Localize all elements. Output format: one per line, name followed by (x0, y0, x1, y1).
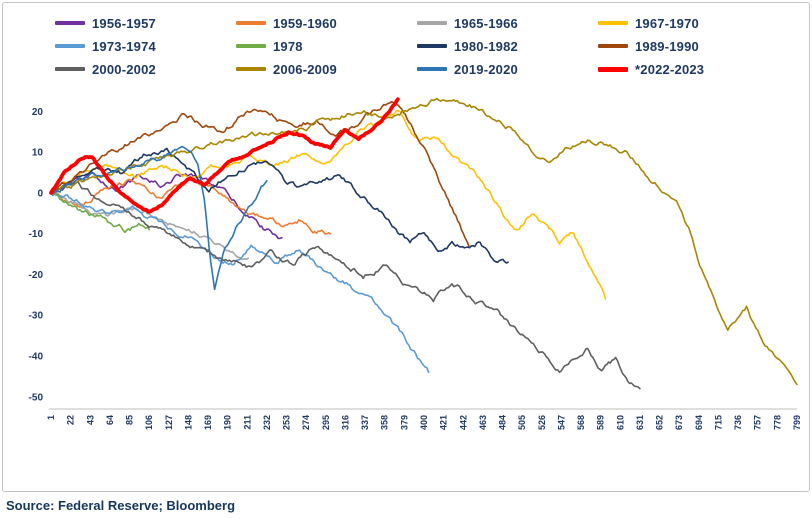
legend-label: 1989-1990 (635, 38, 699, 54)
y-axis-tick-label: 20 (32, 107, 44, 118)
x-axis-tick-label: 43 (85, 415, 95, 425)
x-axis-tick-label: 757 (753, 415, 763, 430)
x-axis-tick-label: 190 (223, 415, 233, 430)
legend-swatch-line (55, 44, 85, 48)
legend-swatch-line (598, 44, 628, 48)
x-axis-tick-label: 127 (164, 415, 174, 430)
x-axis-tick-label: 463 (478, 415, 488, 430)
legend-swatch-line (417, 44, 447, 48)
x-axis-tick-label: 169 (203, 415, 213, 430)
y-axis-tick-label: -20 (29, 270, 44, 281)
x-axis-tick-label: 442 (458, 415, 468, 430)
x-axis-tick-label: 778 (772, 415, 782, 430)
legend-item: 2019-2020 (417, 61, 598, 77)
legend-label: 1959-1960 (273, 15, 337, 31)
y-axis-tick-label: -50 (29, 392, 44, 403)
legend-item: 1989-1990 (598, 38, 779, 54)
x-axis-tick-label: 589 (596, 415, 606, 430)
legend-swatch-line (417, 21, 447, 25)
x-axis-tick-label: 673 (674, 415, 684, 430)
x-axis-tick-label: 568 (576, 415, 586, 430)
x-axis-tick-label: 106 (144, 415, 154, 430)
legend-label: 2019-2020 (454, 61, 518, 77)
legend-label: 2000-2002 (92, 61, 156, 77)
legend-swatch-line (236, 67, 266, 71)
x-axis-tick-label: 631 (635, 415, 645, 430)
legend-item: 1980-1982 (417, 38, 598, 54)
legend-item: 1978 (236, 38, 417, 54)
x-axis-tick-label: 799 (792, 415, 802, 430)
legend-swatch-line (55, 67, 85, 71)
legend-item: 1965-1966 (417, 15, 598, 31)
legend-item: 1959-1960 (236, 15, 417, 31)
x-axis-tick-label: 274 (301, 415, 311, 430)
source-note: Source: Federal Reserve; Bloomberg (6, 498, 236, 513)
legend-item: *2022-2023 (598, 61, 779, 77)
x-axis-tick-label: 316 (340, 415, 350, 430)
legend-swatch-line (236, 44, 266, 48)
x-axis-tick-label: 358 (380, 415, 390, 430)
legend-swatch-line (598, 66, 628, 72)
x-axis-tick-label: 295 (321, 415, 331, 430)
x-axis-tick-label: 64 (105, 415, 115, 425)
series-line-20222023 (49, 97, 400, 214)
y-axis-tick-label: -30 (29, 311, 44, 322)
y-axis-tick-label: -40 (29, 352, 44, 363)
series-line-19651966 (50, 190, 250, 261)
legend-label: 1965-1966 (454, 15, 518, 31)
series-line-1978 (50, 192, 150, 234)
legend-item: 1967-1970 (598, 15, 779, 31)
legend-item: 1956-1957 (55, 15, 236, 31)
legend-item: 2000-2002 (55, 61, 236, 77)
x-axis-tick-label: 22 (66, 415, 76, 425)
line-chart: 20 10 0 -10 -20 -30 -40 -50 1 22 43 64 85 106 127 148 16… (29, 97, 802, 430)
x-axis-tick-label: 610 (615, 415, 625, 430)
legend-swatch-line (55, 21, 85, 25)
x-axis-tick-label: 232 (262, 415, 272, 430)
legend-label: *2022-2023 (635, 61, 705, 77)
series-line-20002002 (50, 180, 641, 390)
x-axis-tick-label: 253 (282, 415, 292, 430)
series-line-20192020 (50, 145, 268, 291)
x-axis-tick-label: 148 (183, 415, 193, 430)
series-line-19891990 (50, 101, 470, 247)
legend-swatch-line (417, 67, 447, 71)
y-axis-tick-label: 10 (32, 148, 44, 159)
legend-swatch-line (598, 21, 628, 25)
series-line-20062009 (50, 97, 798, 386)
x-axis-tick-label: 400 (419, 415, 429, 430)
y-axis-tick-label: 0 (37, 188, 43, 199)
legend-label: 1973-1974 (92, 38, 156, 54)
x-axis-tick-label: 211 (242, 415, 252, 430)
legend-label: 1967-1970 (635, 15, 699, 31)
x-axis-tick-label: 547 (556, 415, 566, 430)
legend-label: 1978 (273, 38, 303, 54)
series-line-19591960 (50, 178, 332, 235)
x-axis-tick-label: 379 (399, 415, 409, 430)
legend-label: 1980-1982 (454, 38, 518, 54)
y-axis-tick-label: -10 (29, 229, 44, 240)
chart-legend: 1956-1957 1959-1960 1965-1966 1967-1970 1973… (55, 15, 779, 77)
x-axis-tick-label: 484 (498, 415, 508, 430)
x-axis-tick-label: 652 (655, 415, 665, 430)
x-axis-tick-label: 694 (694, 415, 704, 430)
legend-label: 2006-2009 (273, 61, 337, 77)
x-axis-tick-label: 337 (360, 415, 370, 430)
series-line-19731974 (50, 192, 430, 374)
legend-swatch-line (236, 21, 266, 25)
chart-panel: 1956-1957 1959-1960 1965-1966 1967-1970 1973… (2, 2, 810, 492)
x-axis-tick-label: 85 (125, 415, 135, 425)
x-axis-tick-label: 505 (517, 415, 527, 430)
legend-item: 1973-1974 (55, 38, 236, 54)
series-line-19671970 (50, 109, 607, 300)
x-axis-tick-label: 526 (537, 415, 547, 430)
x-axis-tick-label: 715 (713, 415, 723, 430)
x-axis-tick-label: 421 (439, 415, 449, 430)
legend-label: 1956-1957 (92, 15, 156, 31)
x-axis-tick-label: 736 (733, 415, 743, 430)
series-line-19561957 (50, 171, 283, 240)
legend-item: 2006-2009 (236, 61, 417, 77)
x-axis-tick-label: 1 (46, 415, 56, 420)
